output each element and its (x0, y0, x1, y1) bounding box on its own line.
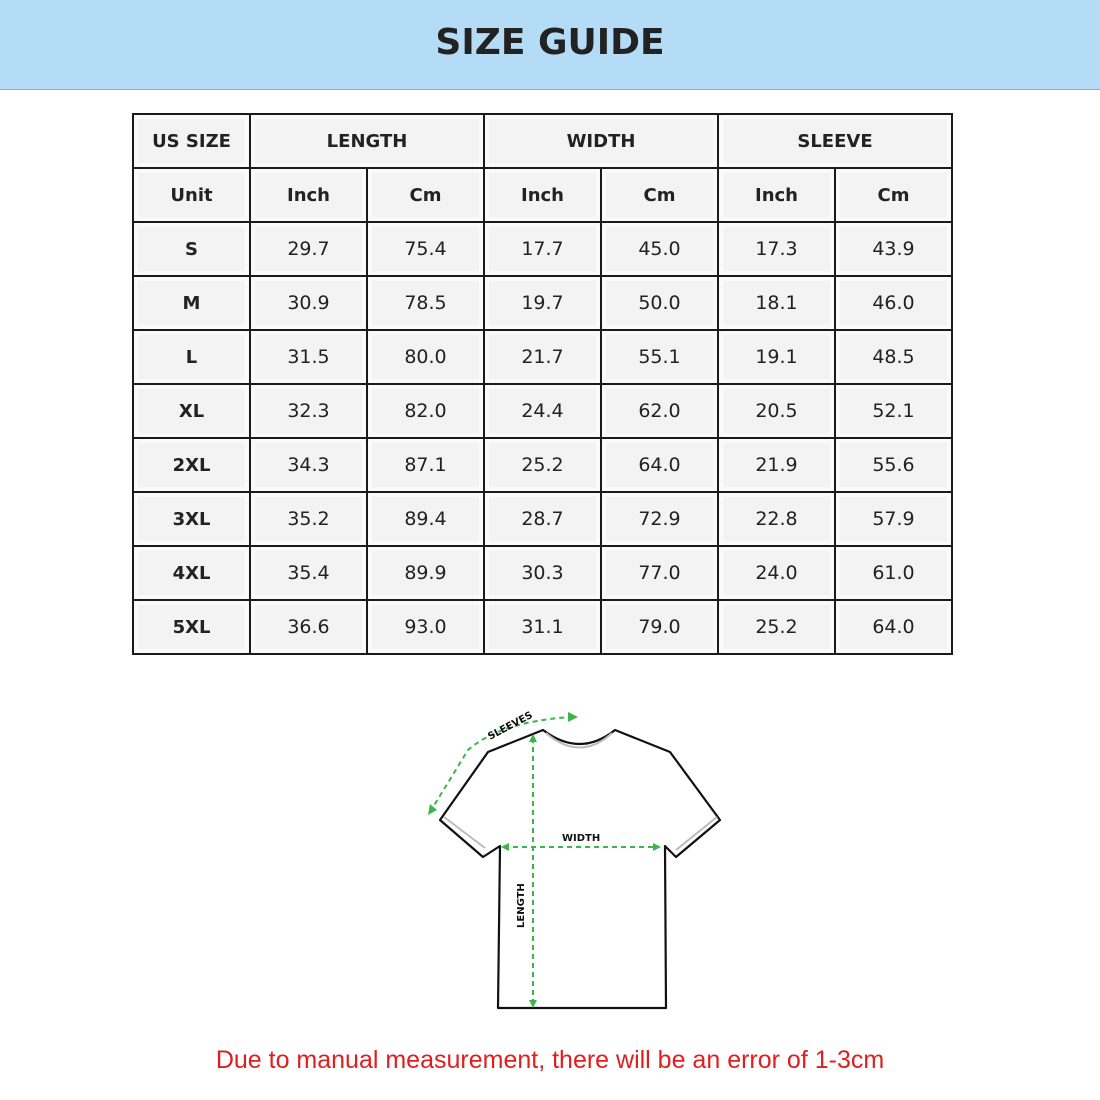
size-cell: 4XL (132, 545, 251, 601)
value-cell: 24.4 (483, 383, 602, 439)
table-row: M 30.9 78.5 19.7 50.0 18.1 46.0 (132, 275, 953, 331)
unit-cell: Inch (483, 167, 602, 223)
measurement-note: Due to manual measurement, there will be… (215, 1046, 885, 1074)
size-cell: S (132, 221, 251, 277)
value-cell: 45.0 (600, 221, 719, 277)
size-cell: 3XL (132, 491, 251, 547)
value-cell: 89.9 (366, 545, 485, 601)
size-cell: L (132, 329, 251, 385)
length-label: LENGTH (516, 883, 527, 928)
value-cell: 57.9 (834, 491, 953, 547)
value-cell: 48.5 (834, 329, 953, 385)
tshirt-outline (438, 728, 722, 1010)
value-cell: 78.5 (366, 275, 485, 331)
value-cell: 87.1 (366, 437, 485, 493)
value-cell: 28.7 (483, 491, 602, 547)
value-cell: 30.9 (249, 275, 368, 331)
value-cell: 20.5 (717, 383, 836, 439)
table-row: S 29.7 75.4 17.7 45.0 17.3 43.9 (132, 221, 953, 277)
value-cell: 43.9 (834, 221, 953, 277)
tshirt-diagram: SLEEVES WIDTH LENGTH (428, 710, 722, 1010)
sleeve-arrow (429, 716, 571, 813)
table-row: 2XL 34.3 87.1 25.2 64.0 21.9 55.6 (132, 437, 953, 493)
size-table: US SIZE LENGTH WIDTH SLEEVE Unit Inch Cm… (132, 113, 953, 655)
table-row: 5XL 36.6 93.0 31.1 79.0 25.2 64.0 (132, 599, 953, 655)
value-cell: 22.8 (717, 491, 836, 547)
size-cell: XL (132, 383, 251, 439)
value-cell: 19.7 (483, 275, 602, 331)
unit-cell: Cm (834, 167, 953, 223)
unit-cell: Unit (132, 167, 251, 223)
value-cell: 25.2 (483, 437, 602, 493)
value-cell: 64.0 (600, 437, 719, 493)
value-cell: 32.3 (249, 383, 368, 439)
value-cell: 31.5 (249, 329, 368, 385)
table-row: XL 32.3 82.0 24.4 62.0 20.5 52.1 (132, 383, 953, 439)
value-cell: 62.0 (600, 383, 719, 439)
value-cell: 21.9 (717, 437, 836, 493)
size-cell: 5XL (132, 599, 251, 655)
collar-seam (545, 732, 613, 749)
value-cell: 19.1 (717, 329, 836, 385)
size-cell: M (132, 275, 251, 331)
header-us-size: US SIZE (132, 113, 251, 169)
value-cell: 89.4 (366, 491, 485, 547)
value-cell: 61.0 (834, 545, 953, 601)
unit-cell: Cm (366, 167, 485, 223)
value-cell: 80.0 (366, 329, 485, 385)
value-cell: 52.1 (834, 383, 953, 439)
value-cell: 75.4 (366, 221, 485, 277)
header-width: WIDTH (483, 113, 719, 169)
value-cell: 72.9 (600, 491, 719, 547)
value-cell: 46.0 (834, 275, 953, 331)
value-cell: 29.7 (249, 221, 368, 277)
value-cell: 35.2 (249, 491, 368, 547)
value-cell: 21.7 (483, 329, 602, 385)
value-cell: 36.6 (249, 599, 368, 655)
value-cell: 34.3 (249, 437, 368, 493)
value-cell: 24.0 (717, 545, 836, 601)
unit-cell: Cm (600, 167, 719, 223)
value-cell: 79.0 (600, 599, 719, 655)
value-cell: 30.3 (483, 545, 602, 601)
unit-header-row: Unit Inch Cm Inch Cm Inch Cm (132, 167, 953, 223)
value-cell: 93.0 (366, 599, 485, 655)
unit-cell: Inch (249, 167, 368, 223)
group-header-row: US SIZE LENGTH WIDTH SLEEVE (132, 113, 953, 169)
value-cell: 17.3 (717, 221, 836, 277)
table-row: 3XL 35.2 89.4 28.7 72.9 22.8 57.9 (132, 491, 953, 547)
arrowheads-icon (428, 712, 661, 1008)
size-cell: 2XL (132, 437, 251, 493)
value-cell: 64.0 (834, 599, 953, 655)
header-banner: SIZE GUIDE (0, 0, 1100, 90)
page-title: SIZE GUIDE (435, 22, 665, 63)
value-cell: 55.6 (834, 437, 953, 493)
table-row: L 31.5 80.0 21.7 55.1 19.1 48.5 (132, 329, 953, 385)
value-cell: 55.1 (600, 329, 719, 385)
value-cell: 35.4 (249, 545, 368, 601)
width-label: WIDTH (562, 833, 600, 844)
value-cell: 18.1 (717, 275, 836, 331)
value-cell: 50.0 (600, 275, 719, 331)
header-sleeve: SLEEVE (717, 113, 953, 169)
measure-arrows (429, 716, 658, 1004)
table-row: 4XL 35.4 89.9 30.3 77.0 24.0 61.0 (132, 545, 953, 601)
value-cell: 25.2 (717, 599, 836, 655)
header-length: LENGTH (249, 113, 485, 169)
unit-cell: Inch (717, 167, 836, 223)
value-cell: 77.0 (600, 545, 719, 601)
value-cell: 82.0 (366, 383, 485, 439)
value-cell: 17.7 (483, 221, 602, 277)
sleeve-hems (443, 816, 718, 851)
value-cell: 31.1 (483, 599, 602, 655)
